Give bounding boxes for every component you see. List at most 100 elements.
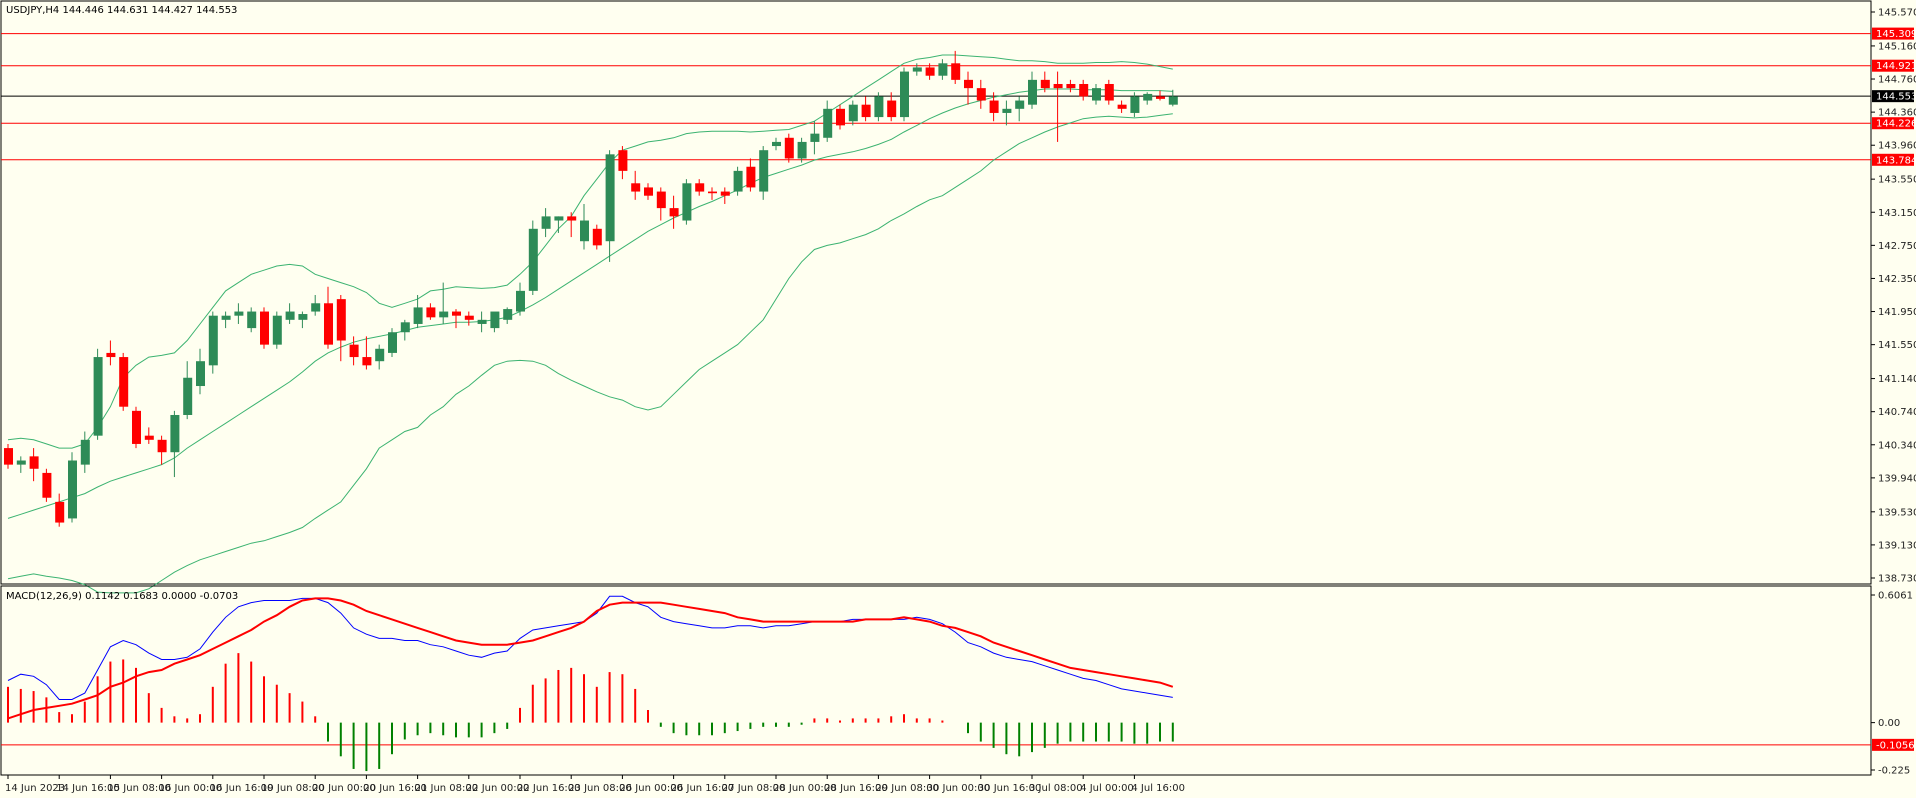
price-pane[interactable]: 145.309 144.921 144.226 143.784 144.553 145.… <box>0 0 1916 594</box>
candle <box>887 92 897 122</box>
time-tick-label: 26 Jun 16:00 <box>671 783 735 794</box>
candle <box>349 336 359 366</box>
price-tick-label: 141.550 <box>1878 340 1916 351</box>
level-tag <box>1872 117 1914 130</box>
candle <box>1143 92 1153 105</box>
level-tag-label: 143.784 <box>1876 155 1916 166</box>
time-tick-label: 4 Jul 00:00 <box>1080 783 1134 794</box>
candle <box>720 187 730 204</box>
candle-body <box>119 357 129 407</box>
band-upper <box>7 54 1173 449</box>
candle-body <box>784 137 794 159</box>
candle-body <box>1079 83 1089 97</box>
macd-signal-line <box>7 597 1174 720</box>
candle-body <box>477 319 487 324</box>
candle-body <box>695 183 705 192</box>
candle-body <box>336 299 346 341</box>
candle <box>592 224 602 250</box>
time-tick-label: 20 Jun 16:00 <box>363 783 427 794</box>
candle-body <box>925 67 935 76</box>
candle <box>656 187 666 221</box>
candle <box>912 63 922 76</box>
candle-body <box>580 220 589 242</box>
price-tick-label: 143.150 <box>1878 208 1916 219</box>
price-tick-label: 138.730 <box>1878 574 1916 585</box>
time-tick-label: 28 Jun 16:00 <box>824 783 888 794</box>
time-tick-label: 4 Jul 16:00 <box>1131 783 1185 794</box>
price-tick-label: 144.360 <box>1878 108 1916 119</box>
macd-level-tag <box>1872 738 1914 751</box>
candle <box>1092 83 1101 105</box>
candle <box>68 452 77 523</box>
price-tick-label: 140.340 <box>1878 440 1916 451</box>
price-tick-label: 139.530 <box>1878 507 1916 518</box>
price-tick-label: 145.160 <box>1878 41 1916 52</box>
current-price-tag <box>1872 90 1914 103</box>
level-lines: 145.309 144.921 144.226 143.784 144.553 <box>1 27 1916 166</box>
bollinger-bands <box>7 54 1173 594</box>
macd-info: MACD(12,26,9) 0.1142 0.1683 0.0000 -0.07… <box>6 591 238 602</box>
candle <box>682 179 692 225</box>
time-tick-label: 22 Jun 16:00 <box>517 783 581 794</box>
macd-pane-frame <box>0 585 1872 776</box>
candle <box>29 448 39 482</box>
candle-body <box>93 357 103 436</box>
candle-body <box>4 448 13 465</box>
candle <box>1117 100 1127 113</box>
candle <box>618 146 628 180</box>
candle <box>298 311 308 329</box>
candle-body <box>631 183 641 192</box>
candle-body <box>797 141 807 159</box>
time-tick-label: 22 Jun 00:00 <box>466 783 530 794</box>
candle <box>80 431 90 473</box>
candle <box>976 79 986 109</box>
candle-body <box>1143 93 1153 101</box>
candle <box>823 100 833 142</box>
candle-body <box>183 377 193 415</box>
candle-body <box>170 414 180 453</box>
candle <box>503 307 513 324</box>
time-tick-label: 23 Jun 08:00 <box>568 783 632 794</box>
time-tick-label: 16 Jun 16:00 <box>210 783 274 794</box>
candle <box>1040 71 1050 93</box>
candle-body <box>759 150 769 192</box>
candle-body <box>221 315 231 320</box>
candle <box>541 208 551 238</box>
candle-body <box>900 71 909 118</box>
candle <box>1168 89 1178 107</box>
macd-tick-label: 0.00 <box>1878 718 1900 729</box>
candle-body <box>746 166 756 188</box>
candle-body <box>823 108 833 138</box>
level-tag <box>1872 153 1914 166</box>
candle <box>42 468 52 502</box>
candle-body <box>669 208 679 217</box>
candle <box>93 348 103 440</box>
candle-body <box>720 191 730 196</box>
candle-body <box>682 183 692 221</box>
candle-body <box>1168 96 1178 105</box>
candle <box>144 427 154 444</box>
candle <box>951 50 961 84</box>
candle <box>1002 100 1012 126</box>
candle <box>1028 71 1037 109</box>
candle-body <box>144 435 154 440</box>
candle-body <box>196 361 205 387</box>
candle-body <box>80 439 90 465</box>
price-tick-label: 141.140 <box>1878 374 1916 385</box>
candle-body <box>733 170 743 192</box>
candle <box>426 303 436 320</box>
candle <box>490 311 500 333</box>
candle <box>477 311 487 333</box>
level-tag-label: 145.309 <box>1876 29 1916 40</box>
candle-body <box>234 311 244 316</box>
candle <box>4 443 13 469</box>
candle-body <box>1002 108 1012 113</box>
candle <box>400 319 410 341</box>
macd-pane[interactable]: -0.1056 0.6061 0.00 -0.225 MACD(12,26,9) 0… <box>0 585 1915 777</box>
candle-body <box>106 352 116 358</box>
candle-body <box>964 79 973 89</box>
time-tick-label: 15 Jun 08:00 <box>107 783 171 794</box>
time-tick-label: 28 Jun 00:00 <box>773 783 837 794</box>
candle <box>938 59 948 80</box>
